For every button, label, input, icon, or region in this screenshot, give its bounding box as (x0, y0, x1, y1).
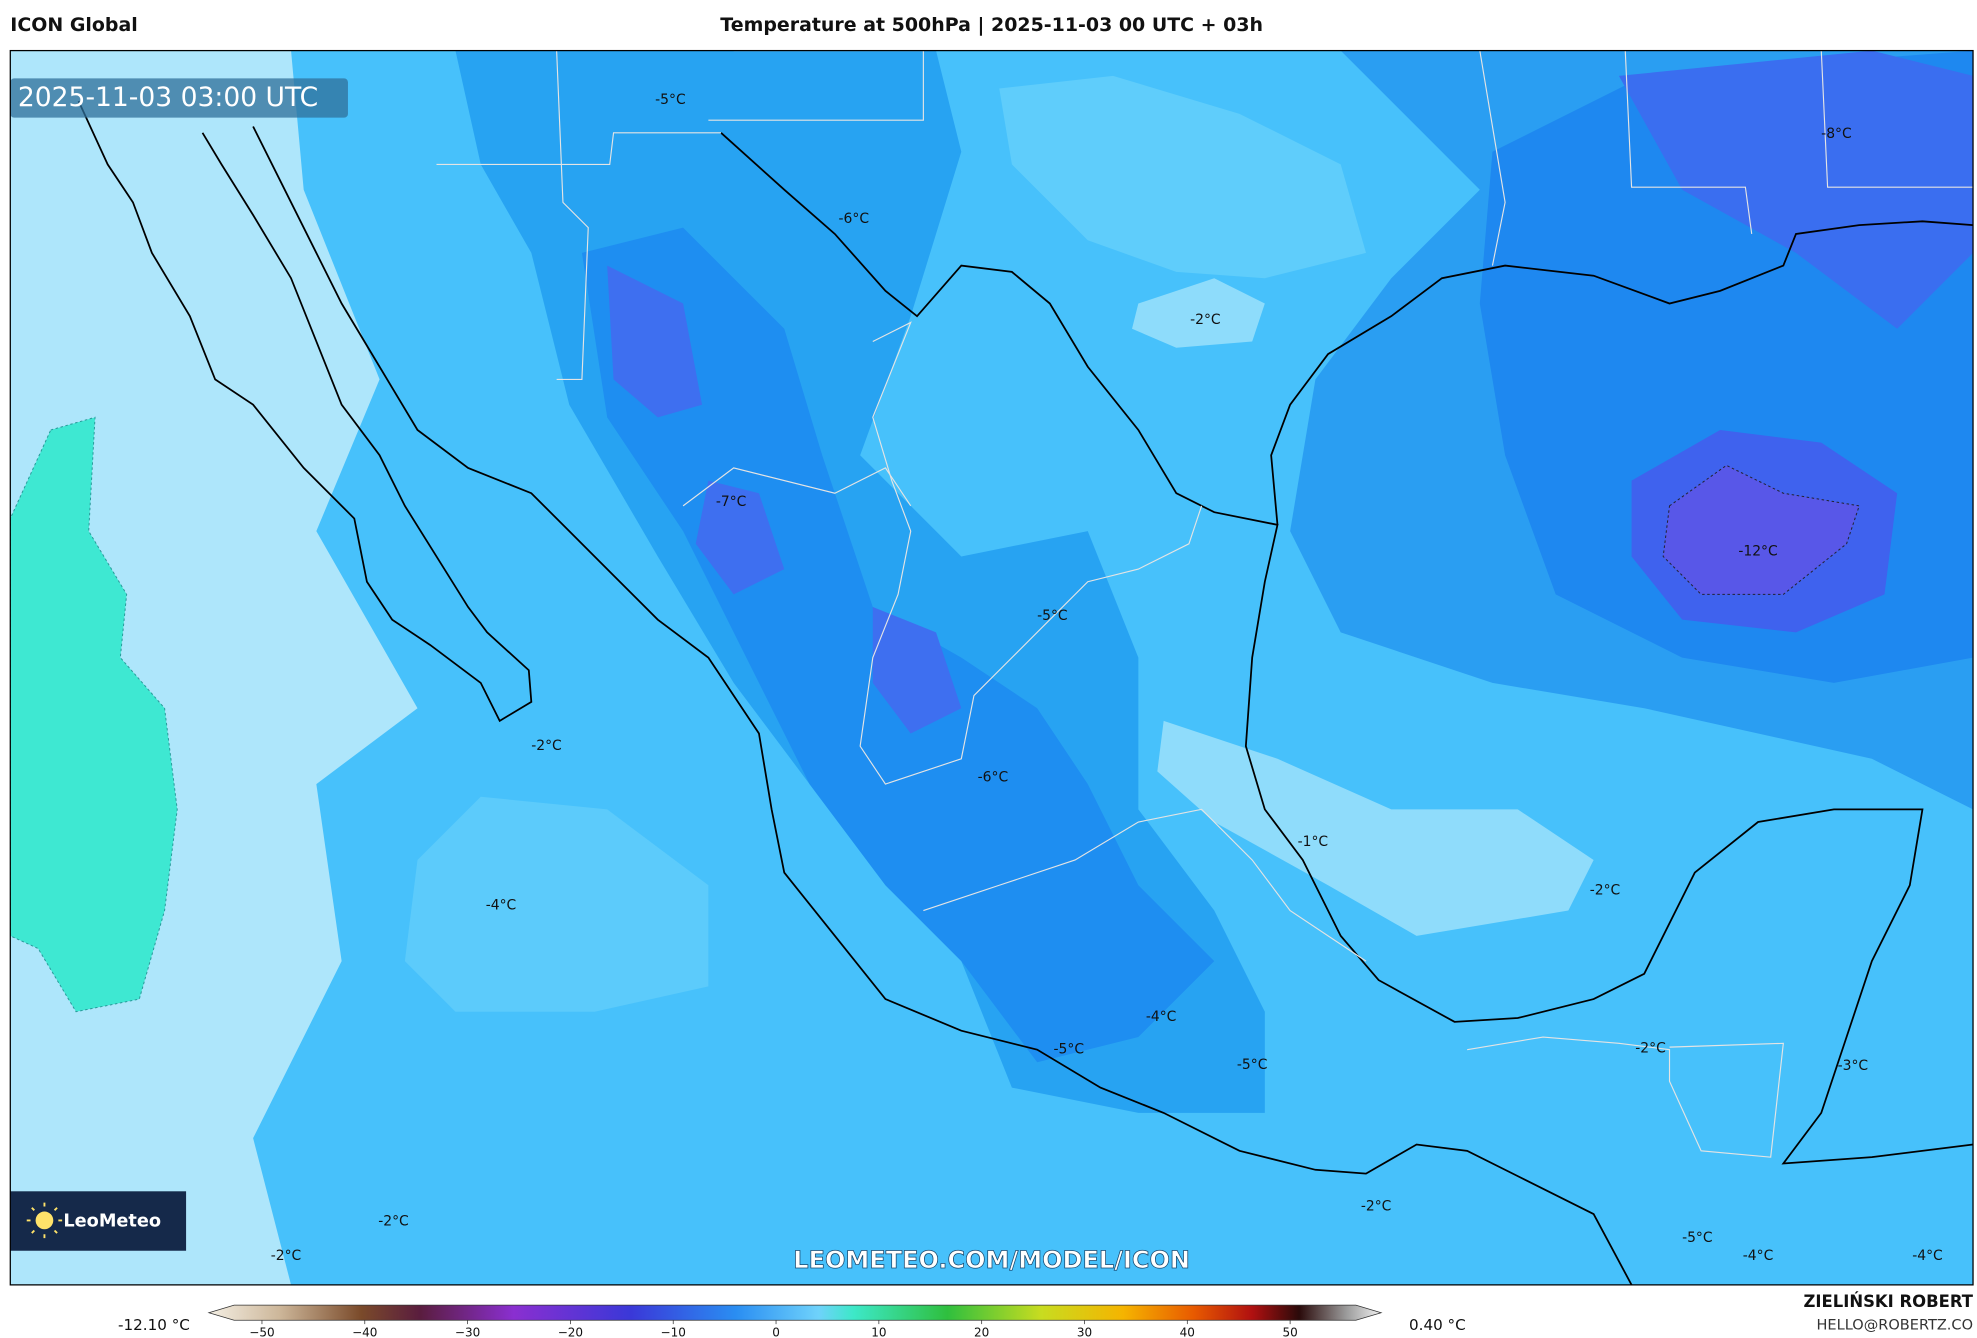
map-title: Temperature at 500hPa | 2025-11-03 00 UT… (720, 14, 1263, 36)
contour-purple (1618, 50, 1974, 329)
contour-purple (607, 265, 962, 734)
colorbar (207, 1304, 1383, 1321)
temperature-label: -4°C (1146, 1009, 1177, 1025)
model-name: ICON Global (10, 14, 137, 36)
colorbar-tick-label: 20 (974, 1325, 989, 1338)
colorbar-tick-label: −50 (249, 1325, 274, 1338)
colorbar-min: -12.10 °C (118, 1316, 190, 1334)
author: ZIELIŃSKI ROBERT (1803, 1292, 1973, 1311)
colorbar-tick-label: −10 (661, 1325, 686, 1338)
contour-light (1157, 720, 1594, 936)
temperature-label: -7°C (716, 494, 747, 510)
temperature-label: -3°C (1838, 1058, 1869, 1074)
coastline (77, 100, 1974, 1285)
temperature-label: -4°C (1912, 1248, 1943, 1264)
temperature-label: -2°C (1361, 1198, 1392, 1214)
temperature-label: -1°C (1298, 834, 1329, 850)
temperature-label: -8°C (1821, 126, 1852, 142)
colorbar-tick-label: 50 (1282, 1325, 1297, 1338)
temperature-label: -4°C (486, 897, 517, 913)
map: 2025-11-03 03:00 UTC -5°C -6°C -8°C -2°C -7°… (10, 50, 1974, 1285)
temperature-label: -5°C (1682, 1230, 1713, 1246)
temperature-label: -6°C (839, 211, 870, 227)
colorbar-ticks: −50 −40 −30 −20 −10 0 10 20 30 40 50 (249, 1320, 1298, 1338)
watermark: LEOMETEO.COM/MODEL/ICON (793, 1246, 1190, 1274)
temperature-label: -5°C (1037, 608, 1068, 624)
colorbar-tick-label: −40 (352, 1325, 377, 1338)
temperature-label: -5°C (655, 92, 686, 108)
logo-rays (26, 1202, 63, 1239)
temperature-label: -2°C (1190, 312, 1221, 328)
colorbar-tick-label: 40 (1180, 1325, 1195, 1338)
contour-light (1132, 278, 1265, 348)
contour-mid (404, 796, 709, 1012)
temperature-label: -2°C (531, 738, 562, 754)
temperature-label: -5°C (1054, 1042, 1085, 1058)
timestamp: 2025-11-03 03:00 UTC (18, 82, 318, 113)
contour-mid (999, 75, 1366, 279)
contour-turquoise (10, 416, 178, 1013)
contour-violet (1662, 464, 1860, 595)
temperature-label: -2°C (1635, 1040, 1666, 1056)
temperature-label: -2°C (378, 1214, 409, 1230)
email: HELLO@ROBERTZ.CO (1817, 1317, 1974, 1333)
borders (436, 50, 1974, 1158)
temperature-label: -2°C (1590, 882, 1621, 898)
colorbar-tick-label: 10 (871, 1325, 886, 1338)
logo-sun (35, 1211, 54, 1230)
temperature-label: -4°C (1743, 1248, 1774, 1264)
map-labels: -5°C -6°C -8°C -2°C -7°C -12°C -5°C -2°C -6°C -1°… (271, 92, 1943, 1264)
colorbar-tick-label: −30 (455, 1325, 480, 1338)
logo-text: LeoMeteo (63, 1212, 161, 1232)
map-frame (9, 49, 1974, 1286)
timestamp-box (10, 78, 348, 118)
colorbar-max: 0.40 °C (1409, 1316, 1466, 1334)
temperature-label: -6°C (978, 770, 1009, 786)
temperature-label: -2°C (271, 1248, 302, 1264)
colorbar-tick-label: 30 (1077, 1325, 1092, 1338)
colorbar-tick-label: −20 (558, 1325, 583, 1338)
colorbar-tick-label: 0 (772, 1325, 780, 1338)
temperature-label: -5°C (1237, 1057, 1268, 1073)
temperature-label: -12°C (1738, 543, 1777, 559)
